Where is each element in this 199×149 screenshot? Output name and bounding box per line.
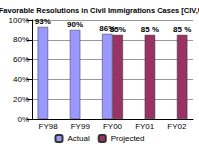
svg-text:86%: 86% — [99, 24, 116, 34]
svg-text:FY01: FY01 — [135, 122, 155, 131]
svg-text:85 %: 85 % — [141, 25, 159, 34]
svg-text:FY02: FY02 — [167, 122, 187, 131]
svg-text:85%: 85% — [110, 25, 126, 34]
svg-text:%of Favorable Resolutions in C: %of Favorable Resolutions in Civil Immig… — [0, 6, 199, 15]
svg-text:20%: 20% — [13, 95, 29, 104]
svg-text:90%: 90% — [67, 20, 83, 29]
svg-text:93%: 93% — [35, 17, 51, 26]
svg-text:FY99: FY99 — [71, 122, 91, 131]
svg-text:Actual: Actual — [67, 134, 89, 143]
svg-text:80%: 80% — [13, 35, 29, 44]
svg-text:FY98: FY98 — [39, 122, 59, 131]
svg-text:40%: 40% — [13, 75, 29, 84]
svg-text:100%: 100% — [9, 16, 29, 25]
svg-text:0%: 0% — [17, 115, 29, 124]
svg-text:FY00: FY00 — [103, 122, 123, 131]
svg-text:Projected: Projected — [111, 134, 145, 143]
svg-text:85 %: 85 % — [173, 25, 191, 34]
svg-text:60%: 60% — [13, 55, 29, 64]
